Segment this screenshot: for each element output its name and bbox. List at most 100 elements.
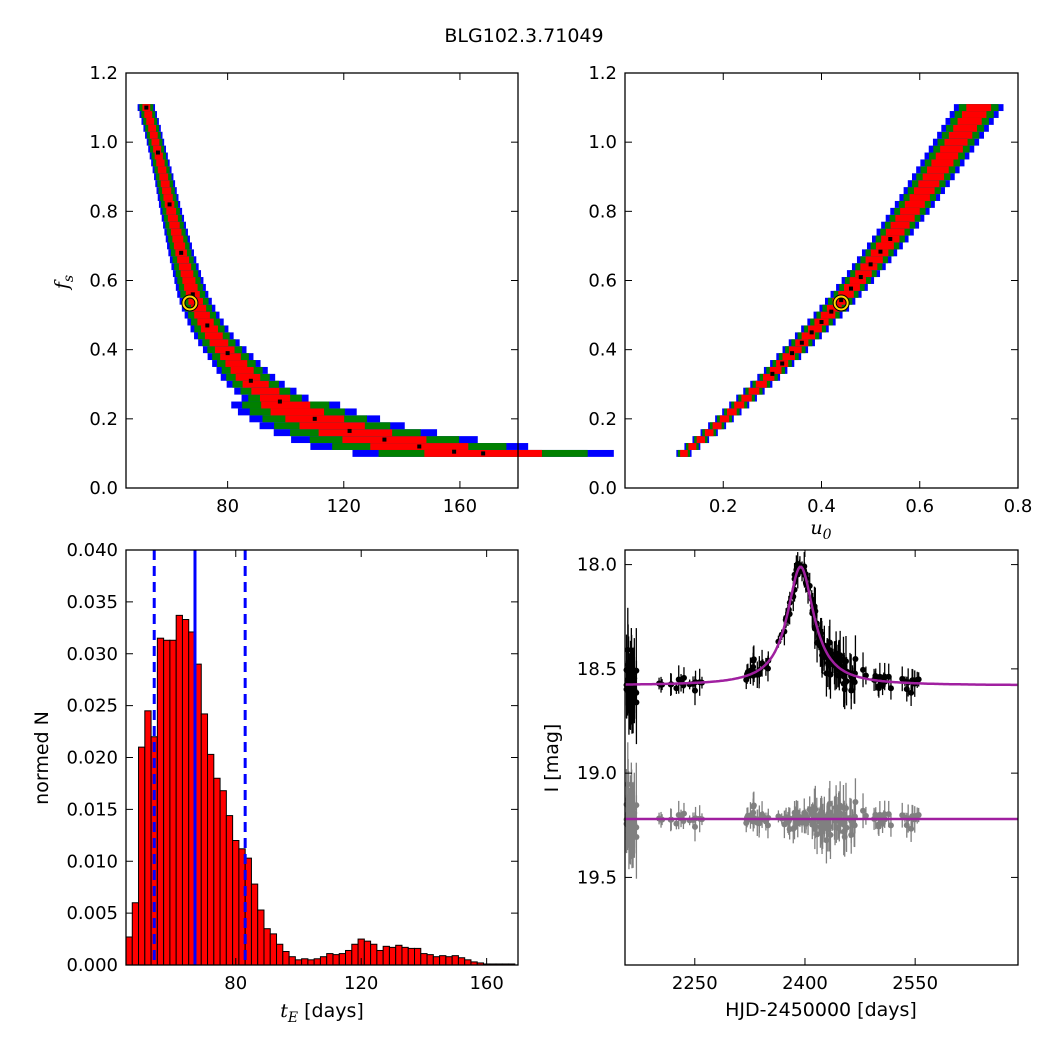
- tE-histogram-ticks: 80 120 160 0.000 0.005 0.010 0.015 0.020 0.025 0.…: [66, 540, 518, 994]
- light-curve-residual-point: [806, 806, 813, 813]
- fs-tE-sample: [205, 323, 210, 328]
- light-curve-data-point: [848, 687, 855, 694]
- fs-tE-cell: [166, 207, 177, 215]
- tE-histogram-ytick-label: 0.040: [66, 540, 118, 561]
- light-curve-data-point: [876, 673, 883, 680]
- fs-tE-ytick-label: 0.8: [89, 201, 118, 222]
- fs-u0-cell: [820, 311, 836, 319]
- light-curve-residual-point: [626, 826, 633, 833]
- fs-u0-cell: [727, 408, 737, 416]
- light-curve-ytick-label: 19.0: [577, 763, 617, 784]
- fs-u0-cell: [931, 159, 954, 167]
- fs-vs-tE-panel: 80 120 160 0.0 0.2 0.4 0.6 0.8 1.0 1.2 fs: [51, 63, 614, 517]
- fs-u0-cell: [961, 111, 987, 118]
- fs-tE-cell: [154, 152, 163, 160]
- light-curve-data-point: [852, 655, 859, 662]
- fs-u0-cell: [712, 422, 722, 430]
- light-curve-ticks: 2250 2400 2550 18.0 18.5 19.0 19.5: [577, 550, 1018, 994]
- light-curve-ytick-label: 18.5: [577, 659, 617, 680]
- light-curve-residual-point: [834, 824, 841, 831]
- fs-u0-ytick-label: 0.8: [588, 201, 617, 222]
- light-curve-residual-point: [903, 822, 910, 829]
- light-curve-data-point: [841, 680, 848, 687]
- light-curve-residual-point: [842, 805, 849, 812]
- fs-u0-cell: [885, 228, 905, 236]
- fs-tE-sample: [312, 416, 317, 421]
- fs-tE-cell: [180, 270, 194, 278]
- fs-tE-sample: [481, 451, 486, 456]
- light-curve-data-point: [631, 669, 638, 676]
- tE-histogram-bar: [181, 619, 190, 966]
- light-curve-residual-point: [631, 804, 638, 811]
- light-curve-residual-point: [823, 837, 830, 844]
- tE-histogram-bar: [163, 639, 171, 966]
- tE-histogram-bar: [432, 956, 441, 966]
- light-curve-data-point: [624, 646, 631, 653]
- light-curve-residual-point: [680, 810, 687, 817]
- light-curve-data-point: [837, 652, 844, 659]
- light-curve-residual-point: [790, 825, 797, 832]
- light-curve-model-line: [624, 565, 1018, 687]
- fs-tE-cell: [162, 187, 172, 195]
- tE-histogram-xtick-label: 160: [469, 973, 503, 994]
- fs-tE-sample: [347, 428, 352, 433]
- light-curve-data-point: [743, 676, 750, 683]
- fs-u0-cell: [680, 449, 688, 457]
- light-curve-data-point: [631, 675, 638, 682]
- tE-histogram-bar: [445, 956, 453, 966]
- tE-histogram-bar: [138, 746, 146, 966]
- fs-tE-cell: [184, 283, 198, 291]
- light-curve-data-point: [841, 686, 848, 693]
- light-curve-residual-point: [631, 809, 638, 816]
- fs-tE-ytick-label: 1.2: [89, 63, 118, 84]
- tE-histogram-bar: [370, 943, 378, 966]
- tE-histogram-ytick-label: 0.020: [66, 748, 118, 769]
- tE-histogram-bar: [451, 955, 459, 966]
- tE-histogram-panel: 80 120 160 0.000 0.005 0.010 0.015 0.020 0.025 0.…: [31, 540, 519, 1026]
- tE-histogram-bar: [144, 710, 152, 966]
- fs-tE-cell: [151, 138, 160, 146]
- fs-u0-cell: [957, 117, 982, 125]
- light-curve-residual-point: [791, 809, 798, 816]
- fs-tE-sample: [452, 449, 457, 454]
- tE-histogram-bar: [232, 840, 240, 966]
- fs-u0-cell: [801, 332, 816, 340]
- fs-u0-sample: [858, 275, 863, 280]
- fs-u0-cell: [900, 207, 920, 215]
- tE-histogram-ytick-label: 0.030: [66, 644, 118, 665]
- fs-u0-sample: [839, 298, 844, 303]
- fs-u0-sample: [878, 249, 883, 254]
- tE-histogram-bar: [332, 954, 340, 966]
- fs-tE-cell: [173, 242, 186, 250]
- light-curve-data-point: [826, 639, 833, 646]
- light-curve-residual-point: [814, 831, 821, 838]
- fs-tE-cell: [299, 422, 365, 430]
- tE-histogram-bar: [388, 946, 397, 966]
- light-curve-ytick-label: 18.0: [577, 555, 617, 576]
- fs-u0-cell: [940, 145, 963, 153]
- fs-u0-sample: [829, 309, 834, 314]
- light-curve-xlabel: HJD-2450000 [days]: [725, 999, 917, 1021]
- light-curve-data-point: [899, 675, 906, 682]
- fs-tE-cell: [235, 373, 261, 381]
- light-curve-data-point: [759, 660, 766, 667]
- fs-u0-ytick-label: 0.6: [588, 271, 617, 292]
- fs-u0-sample: [868, 262, 873, 267]
- fs-tE-cell: [149, 131, 158, 139]
- fs-tE-sample: [382, 437, 387, 442]
- light-curve-residual-point: [862, 812, 869, 819]
- tE-histogram-bar: [326, 953, 334, 966]
- fs-tE-cell: [148, 124, 157, 132]
- fs-tE-ticks: 80 120 160 0.0 0.2 0.4 0.6 0.8 1.0 1.2: [89, 63, 518, 517]
- tE-histogram-bars: [125, 550, 516, 966]
- fs-tE-sample: [190, 292, 195, 297]
- fs-u0-cell: [704, 429, 714, 437]
- fs-tE-xtick-label: 120: [327, 496, 361, 517]
- light-curve-data-point: [680, 674, 687, 681]
- tE-histogram-bar: [345, 949, 353, 966]
- light-curve-data-point: [860, 666, 867, 673]
- fs-u0-cell: [966, 104, 992, 112]
- fs-tE-cell: [204, 332, 223, 340]
- light-curve-residual-point: [914, 812, 921, 819]
- fs-u0-xlabel: u0: [810, 517, 831, 543]
